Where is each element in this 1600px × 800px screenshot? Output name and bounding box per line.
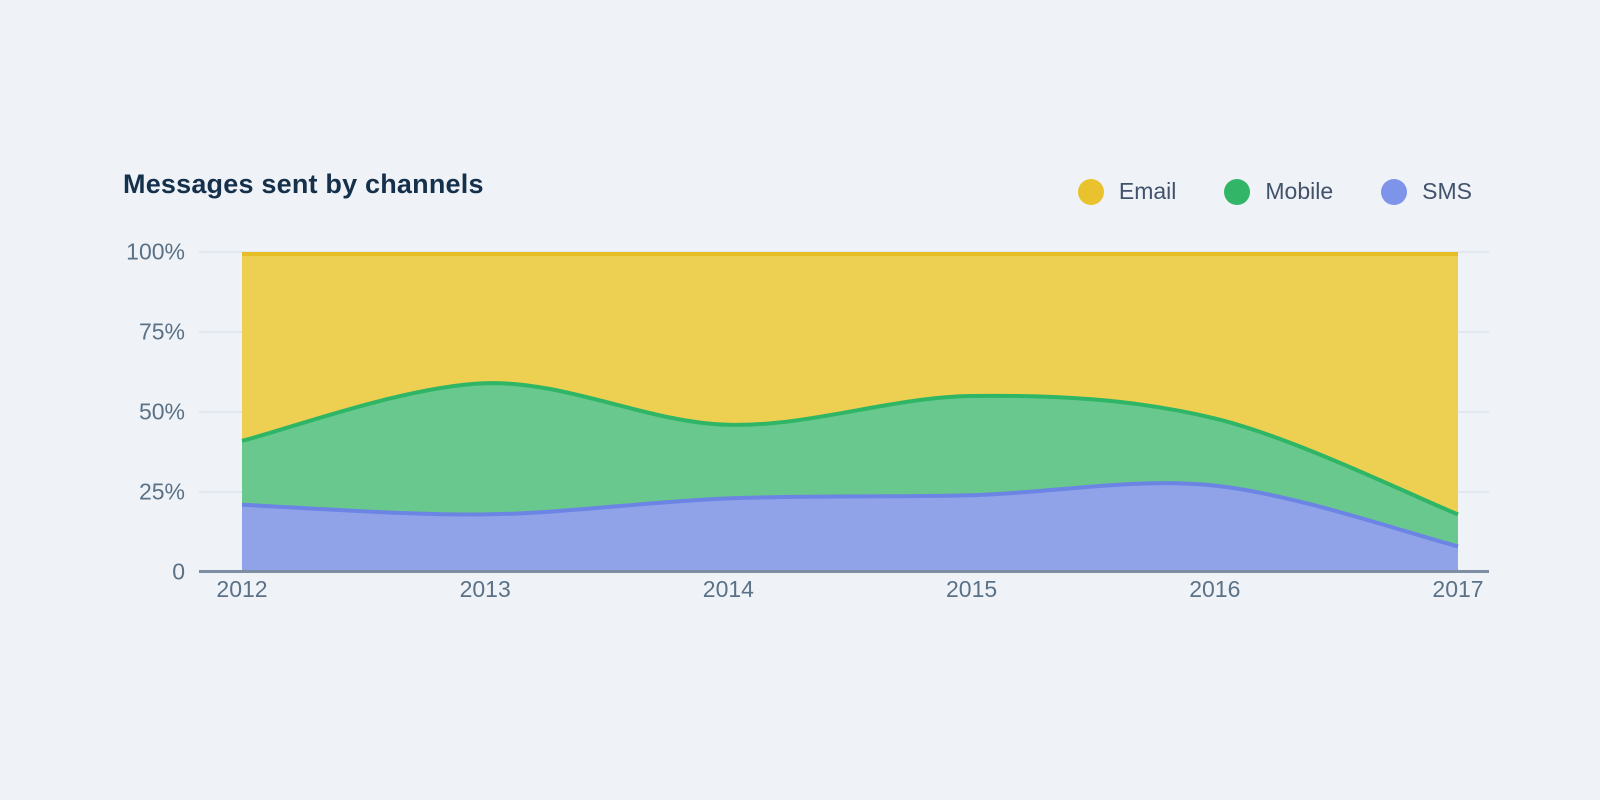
x-tick-2012: 2012 <box>216 576 268 602</box>
legend: Email Mobile SMS <box>1077 178 1472 205</box>
email-series-dot-icon <box>1077 178 1104 205</box>
x-axis-line <box>199 570 1489 573</box>
legend-item-email[interactable]: Email <box>1077 178 1177 205</box>
legend-item-mobile[interactable]: Mobile <box>1224 178 1333 205</box>
y-tick-25: 25% <box>138 478 185 505</box>
mobile-series-dot-icon <box>1224 178 1251 205</box>
x-tick-2015: 2015 <box>946 576 998 602</box>
legend-label-mobile: Mobile <box>1265 178 1334 204</box>
mobile-area <box>242 383 1458 547</box>
y-tick-0: 0 <box>172 558 185 585</box>
stacked-area-plot[interactable] <box>241 252 1459 572</box>
x-tick-2014: 2014 <box>702 576 754 602</box>
sms-series-dot-icon <box>1381 178 1408 205</box>
y-tick-100: 100% <box>126 238 185 265</box>
mobile-top-line <box>241 381 1459 517</box>
legend-label-email: Email <box>1118 178 1177 204</box>
chart-title: Messages sent by channels <box>123 169 484 199</box>
sms-area <box>242 483 1458 572</box>
x-tick-2017: 2017 <box>1432 576 1484 602</box>
y-tick-50: 50% <box>138 398 185 425</box>
legend-label-sms: SMS <box>1422 178 1472 204</box>
y-tick-75: 75% <box>138 318 185 345</box>
sms-top-line <box>241 481 1459 549</box>
x-tick-2016: 2016 <box>1189 576 1241 602</box>
email-area <box>242 252 1458 515</box>
x-tick-2013: 2013 <box>459 576 511 602</box>
legend-item-sms[interactable]: SMS <box>1381 178 1472 205</box>
